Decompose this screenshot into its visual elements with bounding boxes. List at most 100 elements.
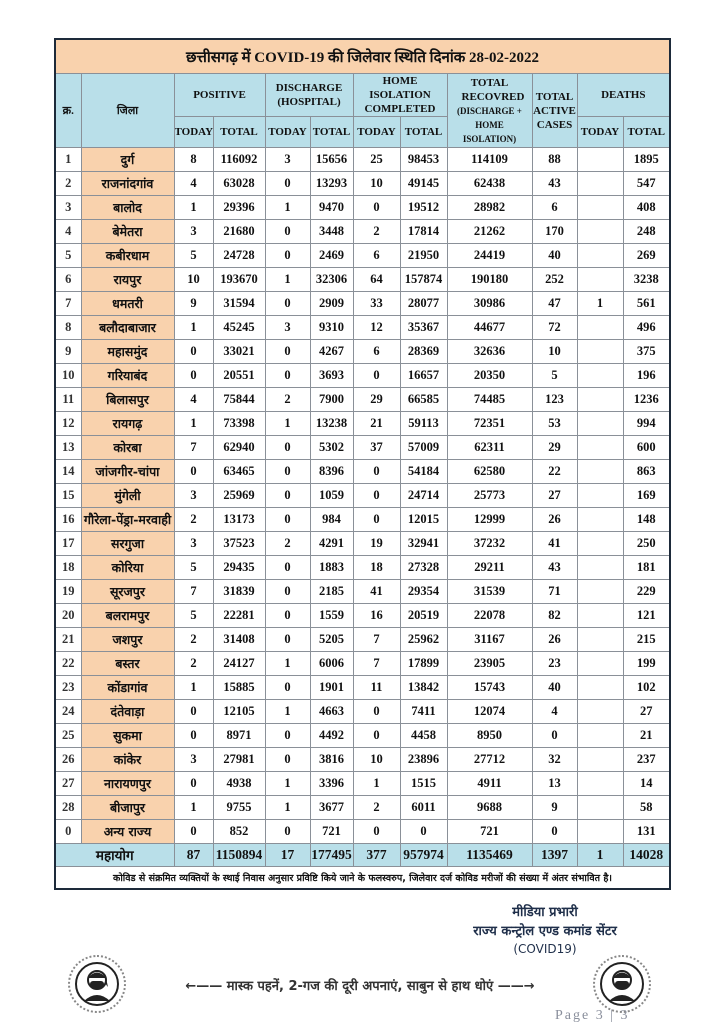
cell-death-total: 27: [622, 699, 671, 724]
cell-hi-total: 66585: [399, 387, 448, 412]
cell-death-total: 169: [622, 483, 671, 508]
cell-hi-today: 0: [352, 483, 401, 508]
cell-district: नारायणपुर: [80, 771, 175, 796]
cell-hi-total: 57009: [399, 435, 448, 460]
cell-hi-today: 19: [352, 531, 401, 556]
cell-dis-total: 3693: [309, 363, 354, 388]
cell-pos-today: 0: [173, 771, 214, 796]
cell-dis-total: 4291: [309, 531, 354, 556]
cell-pos-total: 25969: [212, 483, 266, 508]
cell-sno: 26: [54, 747, 82, 772]
cell-pos-today: 0: [173, 819, 214, 844]
cell-district: राजनांदगांव: [80, 171, 175, 196]
cell-death-total: 14: [622, 771, 671, 796]
cell-dis-total: 9470: [309, 195, 354, 220]
cell-death-total: 215: [622, 627, 671, 652]
header-total-recovered-sub: (DISCHARGE + HOME ISOLATION): [457, 105, 522, 144]
cell-pos-total: 9755: [212, 795, 266, 820]
cell-pos-today: 1: [173, 795, 214, 820]
cell-pos-today: 1: [173, 195, 214, 220]
cell-hi-total: 0: [399, 819, 448, 844]
cell-district: सुकमा: [80, 723, 175, 748]
cell-dis-today: 0: [264, 363, 311, 388]
cell-district: सरगुजा: [80, 531, 175, 556]
cell-dis-total: 3396: [309, 771, 354, 796]
header-hi-today: TODAY: [352, 116, 401, 148]
grand-total-row: महायोग 87 1150894 17 177495 377 957974 1…: [54, 843, 671, 867]
cell-active: 41: [531, 531, 578, 556]
cell-sno: 7: [54, 291, 82, 316]
cell-death-total: 547: [622, 171, 671, 196]
header-total-recovered: TOTAL RECOVRED (DISCHARGE + HOME ISOLATI…: [446, 73, 533, 148]
cell-death-total: 375: [622, 339, 671, 364]
cell-dis-total: 1559: [309, 603, 354, 628]
table-row: 12 रायगढ़ 1 73398 1 13238 21 59113 72351 53 994: [54, 411, 671, 436]
cell-recovered: 29211: [446, 555, 533, 580]
cell-sno: 28: [54, 795, 82, 820]
total-dis-today: 17: [264, 843, 311, 867]
cell-hi-today: 0: [352, 699, 401, 724]
cell-hi-total: 20519: [399, 603, 448, 628]
cell-death-total: 269: [622, 243, 671, 268]
cell-dis-total: 5205: [309, 627, 354, 652]
cell-hi-today: 25: [352, 147, 401, 172]
cell-dis-today: 0: [264, 435, 311, 460]
cell-district: बलौदाबाजार: [80, 315, 175, 340]
cell-district: महासमुंद: [80, 339, 175, 364]
cell-hi-today: 16: [352, 603, 401, 628]
cell-active: 22: [531, 459, 578, 484]
cell-dis-total: 2185: [309, 579, 354, 604]
cell-hi-today: 6: [352, 339, 401, 364]
cell-sno: 6: [54, 267, 82, 292]
cell-pos-total: 37523: [212, 531, 266, 556]
cell-death-today: [576, 747, 624, 772]
cell-hi-today: 0: [352, 363, 401, 388]
header-discharge-today: TODAY: [264, 116, 311, 148]
cell-hi-today: 41: [352, 579, 401, 604]
cell-district: कोरबा: [80, 435, 175, 460]
cell-pos-total: 29396: [212, 195, 266, 220]
header-sno: क्र.: [54, 73, 82, 148]
cell-recovered: 44677: [446, 315, 533, 340]
table-body: 1 दुर्ग 8 116092 3 15656 25 98453 114109 88 1895 2 र…: [54, 147, 671, 844]
cell-active: 10: [531, 339, 578, 364]
cell-pos-total: 22281: [212, 603, 266, 628]
masked-man-icon: [593, 955, 651, 1013]
table-row: 17 सरगुजा 3 37523 2 4291 19 32941 37232 41 250: [54, 531, 671, 556]
cell-sno: 1: [54, 147, 82, 172]
cell-dis-total: 6006: [309, 651, 354, 676]
cell-pos-today: 7: [173, 435, 214, 460]
cell-district: रायपुर: [80, 267, 175, 292]
cell-sno: 4: [54, 219, 82, 244]
cell-dis-today: 1: [264, 771, 311, 796]
cell-death-total: 196: [622, 363, 671, 388]
cell-pos-today: 0: [173, 363, 214, 388]
cell-active: 13: [531, 771, 578, 796]
header-positive-today: TODAY: [173, 116, 214, 148]
cell-death-today: [576, 387, 624, 412]
cell-death-today: [576, 627, 624, 652]
cell-pos-today: 2: [173, 651, 214, 676]
footnote: कोविड से संक्रमित व्यक्तियों के स्थाई नि…: [54, 866, 671, 890]
cell-active: 43: [531, 555, 578, 580]
total-pos-total: 1150894: [212, 843, 266, 867]
cell-pos-total: 24127: [212, 651, 266, 676]
cell-pos-today: 0: [173, 459, 214, 484]
cell-pos-total: 31408: [212, 627, 266, 652]
cell-recovered: 12074: [446, 699, 533, 724]
cell-death-today: [576, 339, 624, 364]
cell-hi-total: 25962: [399, 627, 448, 652]
cell-hi-today: 1: [352, 771, 401, 796]
cell-death-today: [576, 147, 624, 172]
cell-dis-total: 13293: [309, 171, 354, 196]
cell-dis-today: 3: [264, 147, 311, 172]
cell-death-total: 229: [622, 579, 671, 604]
cell-sno: 25: [54, 723, 82, 748]
cell-sno: 9: [54, 339, 82, 364]
safety-slogan: ←—— मास्क पहनें, 2-गज की दूरी अपनाएं, सा…: [185, 979, 535, 994]
cell-hi-today: 18: [352, 555, 401, 580]
cell-death-total: 408: [622, 195, 671, 220]
cell-pos-total: 193670: [212, 267, 266, 292]
cell-dis-today: 1: [264, 267, 311, 292]
table-row: 16 गौरेला-पेंड्रा-मरवाही 2 13173 0 984 0 12015 1…: [54, 507, 671, 532]
